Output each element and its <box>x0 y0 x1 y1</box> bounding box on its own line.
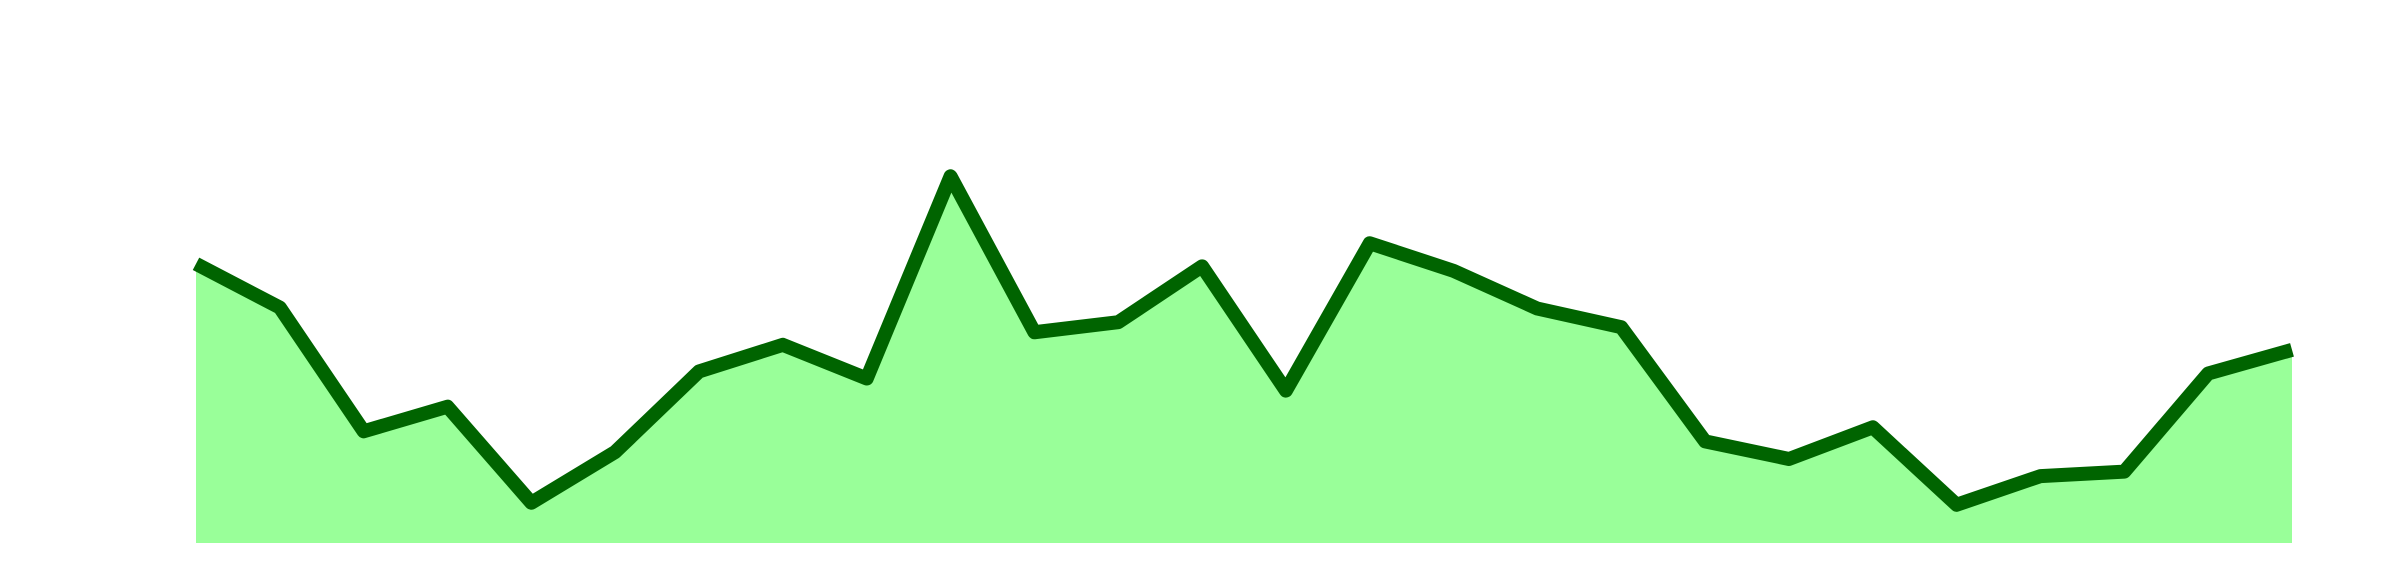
area-layer <box>196 176 2292 544</box>
series-line <box>192 169 2294 512</box>
area-fill <box>196 176 2292 544</box>
line-layer <box>192 169 2294 512</box>
